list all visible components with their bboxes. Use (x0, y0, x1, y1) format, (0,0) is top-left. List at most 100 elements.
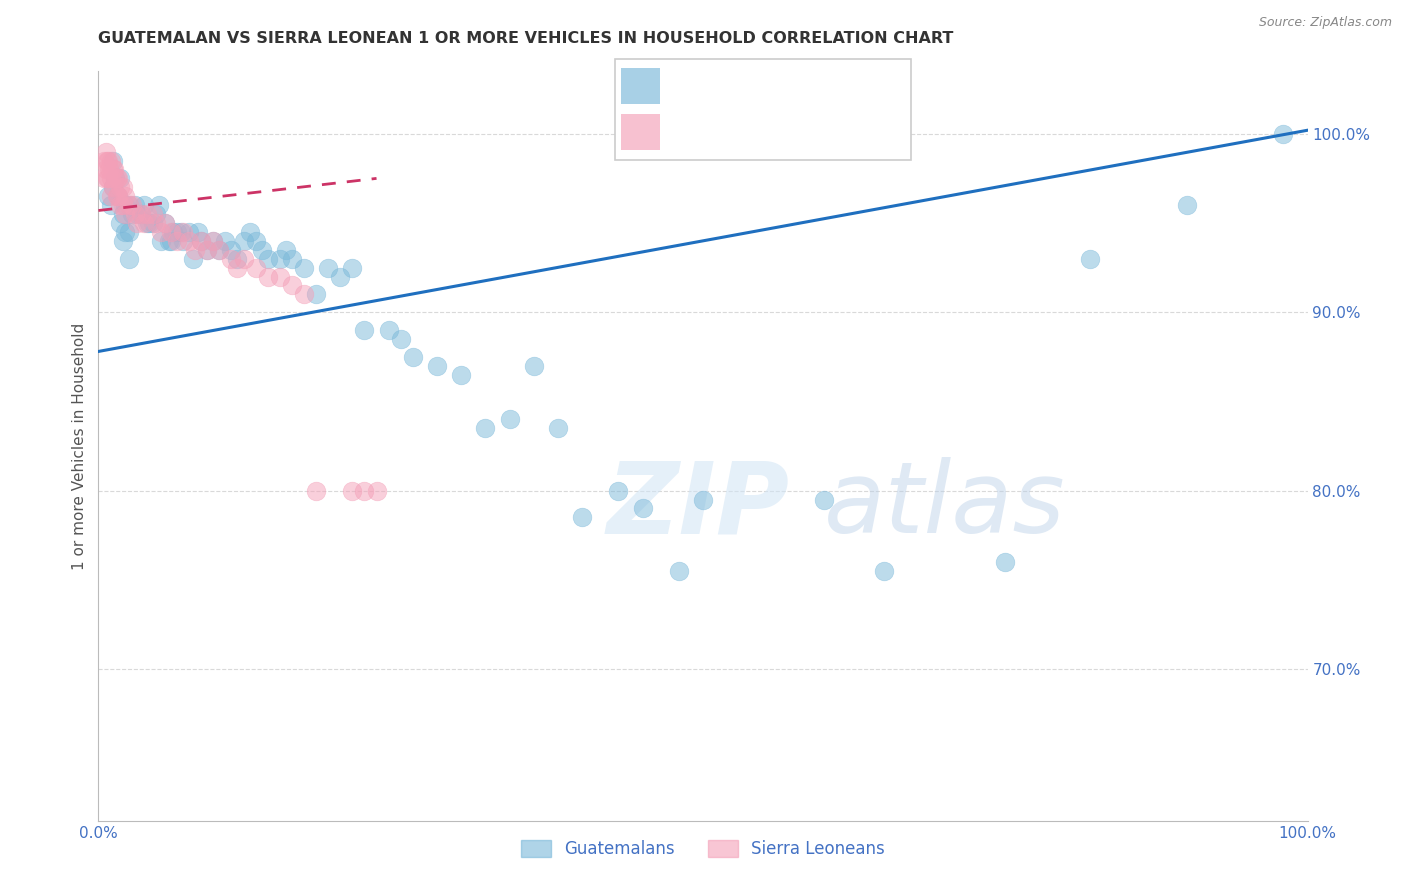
Point (114, 207, 136, 221)
Point (166, 225, 188, 239)
Bar (620, 69, 659, 104)
Legend: Guatemalans, Sierra Leoneans: Guatemalans, Sierra Leoneans (515, 833, 891, 864)
Point (274, 243, 297, 257)
Point (316, 260, 339, 275)
Point (107, 189, 129, 203)
Point (107, 189, 129, 203)
Point (226, 252, 249, 266)
Point (135, 216, 157, 230)
Point (111, 198, 134, 212)
Point (181, 252, 204, 266)
Point (150, 225, 173, 239)
Point (281, 278, 304, 293)
Point (305, 483, 328, 498)
Point (108, 180, 131, 194)
Bar (620, 114, 659, 150)
Point (226, 260, 249, 275)
Text: ZIP: ZIP (606, 458, 789, 555)
Point (377, 323, 399, 337)
Point (353, 323, 375, 337)
Point (1078, 252, 1101, 266)
Point (100, 153, 122, 168)
Point (292, 260, 315, 275)
Point (342, 483, 364, 498)
Point (93, 171, 115, 186)
Point (138, 216, 160, 230)
Point (208, 243, 231, 257)
Point (114, 198, 136, 212)
Point (135, 207, 157, 221)
Point (172, 234, 194, 248)
Point (232, 252, 254, 266)
Point (245, 234, 267, 248)
Point (104, 171, 127, 186)
Point (221, 252, 243, 266)
Point (148, 198, 170, 212)
Point (111, 207, 134, 221)
Point (166, 234, 188, 248)
Point (190, 234, 212, 248)
Point (1272, 127, 1295, 141)
Point (124, 198, 146, 212)
Text: N = 58: N = 58 (793, 123, 856, 141)
Point (239, 225, 262, 239)
Point (98, 162, 121, 177)
Point (292, 287, 315, 301)
Point (97, 189, 120, 203)
Point (353, 483, 375, 498)
Point (474, 421, 496, 435)
Point (571, 510, 593, 524)
Point (118, 198, 141, 212)
Point (94, 145, 117, 159)
Text: N = 77: N = 77 (793, 78, 856, 95)
Point (169, 225, 191, 239)
Point (118, 252, 141, 266)
Point (692, 492, 714, 507)
Point (103, 162, 125, 177)
Point (269, 252, 291, 266)
Point (134, 198, 156, 212)
Point (101, 180, 124, 194)
Point (1175, 198, 1198, 212)
Text: Source: ZipAtlas.com: Source: ZipAtlas.com (1258, 16, 1392, 29)
Point (184, 243, 207, 257)
Point (107, 171, 129, 186)
Point (160, 225, 183, 239)
Point (208, 243, 231, 257)
Point (108, 216, 131, 230)
Point (214, 234, 236, 248)
Point (547, 421, 569, 435)
Point (129, 207, 152, 221)
Point (121, 198, 143, 212)
Point (202, 234, 225, 248)
Point (402, 350, 425, 364)
Point (329, 269, 352, 284)
Point (97, 153, 120, 168)
Point (994, 555, 1017, 569)
Point (100, 198, 122, 212)
Point (96, 171, 118, 186)
Point (118, 198, 141, 212)
Point (96, 153, 118, 168)
Point (873, 564, 896, 578)
Point (190, 234, 212, 248)
Point (162, 225, 184, 239)
Point (269, 269, 291, 284)
Point (172, 225, 194, 239)
Point (145, 207, 167, 221)
Point (121, 207, 143, 221)
Point (157, 234, 180, 248)
Point (153, 216, 176, 230)
Point (450, 368, 472, 382)
Text: R = 0.154: R = 0.154 (669, 123, 759, 141)
Point (108, 198, 131, 212)
Point (221, 243, 243, 257)
Point (100, 189, 122, 203)
Point (153, 216, 176, 230)
Text: GUATEMALAN VS SIERRA LEONEAN 1 OR MORE VEHICLES IN HOUSEHOLD CORRELATION CHART: GUATEMALAN VS SIERRA LEONEAN 1 OR MORE V… (98, 31, 953, 46)
Point (202, 234, 225, 248)
Point (305, 287, 328, 301)
Point (498, 412, 520, 426)
Point (232, 234, 254, 248)
Point (100, 171, 122, 186)
